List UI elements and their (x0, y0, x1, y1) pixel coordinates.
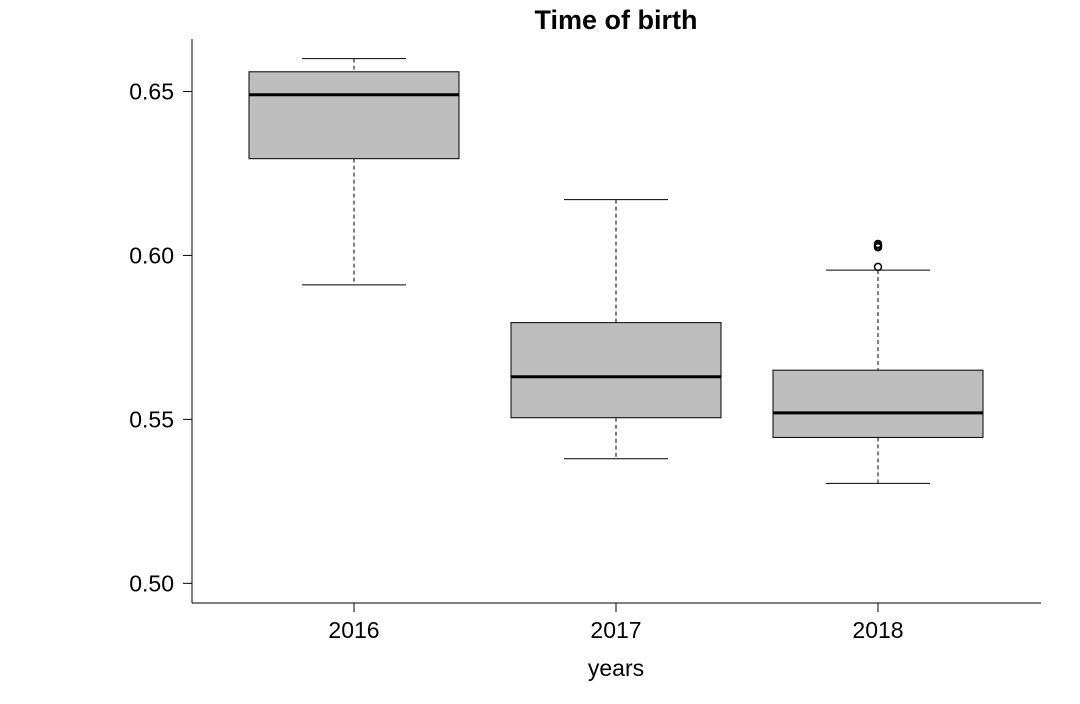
outlier-point (873, 239, 883, 249)
x-tick-label: 2016 (328, 617, 379, 643)
y-tick-label: 0.55 (129, 406, 174, 432)
x-tick-label: 2018 (852, 617, 903, 643)
outlier-point (873, 262, 883, 272)
box-iqr (248, 71, 460, 160)
y-tick-label: 0.60 (129, 242, 174, 268)
y-tick-label: 0.50 (129, 570, 174, 596)
box-iqr (510, 322, 722, 419)
x-axis-label: years (588, 655, 644, 681)
x-tick-label: 2017 (590, 617, 641, 643)
box-iqr (772, 369, 984, 438)
y-tick-label: 0.65 (129, 78, 174, 104)
chart-title: Time of birth (534, 5, 697, 35)
plot-area: 0.50 0.55 0.60 0.65 2016 2017 2018 (129, 39, 1041, 643)
